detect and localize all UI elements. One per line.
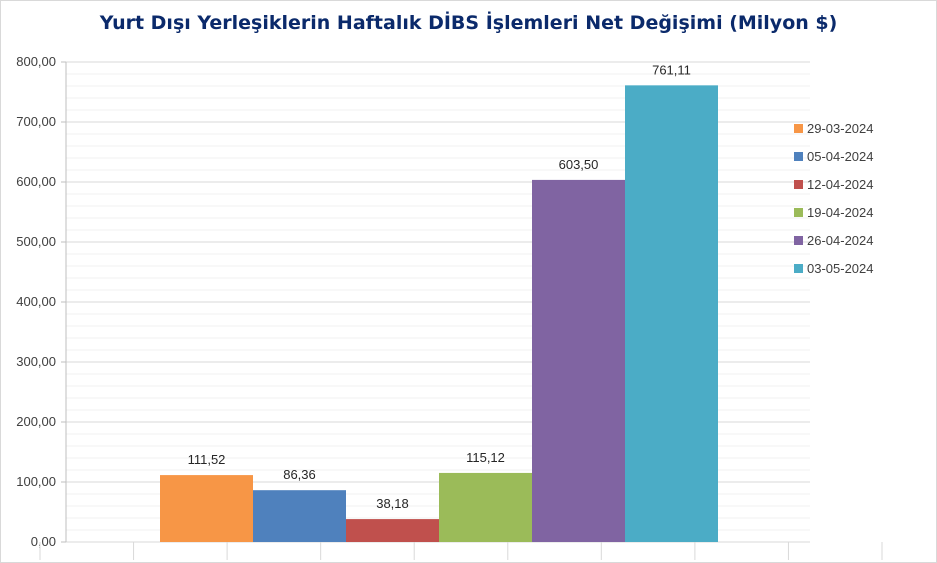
y-tick-label: 0,00: [31, 534, 56, 549]
y-tick-label: 700,00: [16, 114, 56, 129]
y-tick-label: 400,00: [16, 294, 56, 309]
legend-label: 03-05-2024: [807, 260, 874, 276]
data-label-26-04-2024: 603,50: [559, 157, 599, 172]
legend-label: 19-04-2024: [807, 204, 874, 220]
legend-item: 12-04-2024: [794, 170, 874, 198]
y-tick-label: 600,00: [16, 174, 56, 189]
bar-26-04-2024: [532, 179, 625, 542]
chart-legend: 29-03-2024 05-04-2024 12-04-2024 19-04-2024…: [794, 114, 874, 282]
y-tick-label: 800,00: [16, 54, 56, 69]
bar-05-04-2024: [253, 490, 346, 542]
legend-swatch: [794, 151, 803, 161]
data-label-29-03-2024: 111,52: [188, 452, 226, 467]
legend-item: 26-04-2024: [794, 226, 874, 254]
bar-03-05-2024: [625, 85, 718, 543]
y-tick-label: 200,00: [16, 414, 56, 429]
y-tick-label: 100,00: [16, 474, 56, 489]
bar-29-03-2024: [160, 475, 253, 542]
legend-label: 29-03-2024: [807, 120, 874, 136]
data-label-05-04-2024: 86,36: [283, 467, 316, 482]
legend-swatch: [794, 207, 803, 217]
bar-12-04-2024: [346, 519, 439, 542]
data-label-19-04-2024: 115,12: [466, 450, 505, 465]
legend-item: 05-04-2024: [794, 142, 874, 170]
y-tick-label: 300,00: [16, 354, 56, 369]
legend-swatch: [794, 179, 803, 189]
data-label-12-04-2024: 38,18: [376, 496, 409, 511]
legend-item: 19-04-2024: [794, 198, 874, 226]
legend-item: 29-03-2024: [794, 114, 874, 142]
data-label-03-05-2024: 761,11: [652, 62, 691, 77]
legend-label: 26-04-2024: [807, 232, 874, 248]
bar-19-04-2024: [439, 472, 532, 542]
legend-swatch: [794, 263, 803, 273]
legend-swatch: [794, 235, 803, 245]
legend-swatch: [794, 123, 803, 133]
chart-title: Yurt Dışı Yerleşiklerin Haftalık DİBS İş…: [99, 12, 838, 34]
y-tick-label: 500,00: [16, 234, 56, 249]
legend-label: 05-04-2024: [807, 148, 874, 164]
legend-item: 03-05-2024: [794, 254, 874, 282]
legend-label: 12-04-2024: [807, 176, 874, 192]
